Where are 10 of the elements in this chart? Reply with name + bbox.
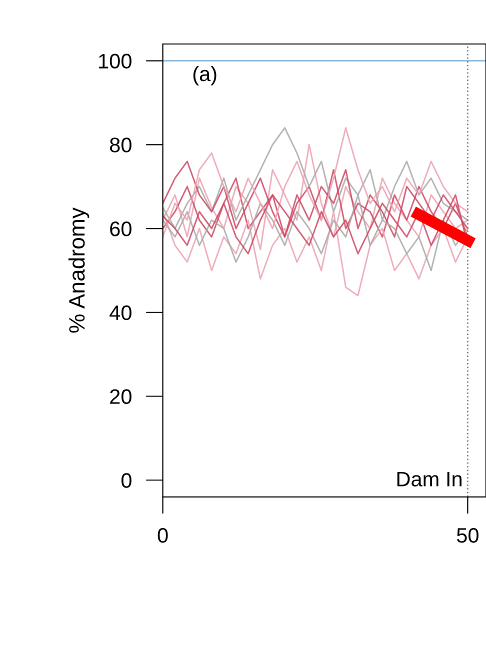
annotation: (a) bbox=[193, 66, 216, 86]
y-axis-title: % Anadromy bbox=[68, 207, 90, 333]
ref-line-label: Dam In bbox=[397, 472, 462, 486]
y-tick-label: 40 bbox=[110, 305, 132, 320]
y-tick-label: 80 bbox=[110, 138, 132, 152]
y-tick-label: 100 bbox=[99, 54, 132, 69]
x-tick-label: 50 bbox=[456, 528, 478, 543]
y-tick-label: 20 bbox=[110, 389, 132, 404]
y-tick-label: 0 bbox=[121, 473, 132, 488]
y-tick-label: 60 bbox=[110, 222, 132, 236]
